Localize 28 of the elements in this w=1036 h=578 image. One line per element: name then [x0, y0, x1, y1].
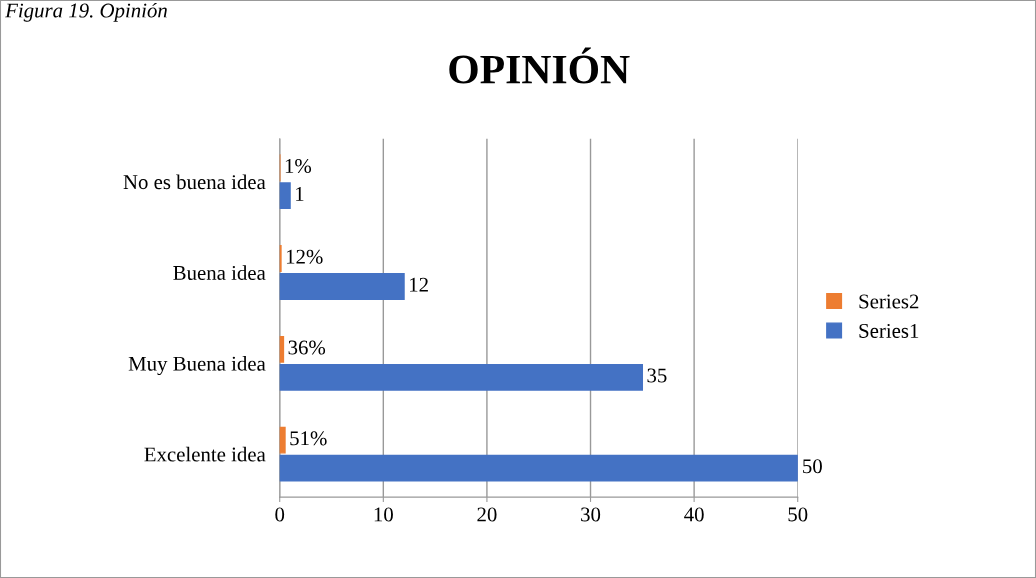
- data-label: 35: [647, 368, 667, 383]
- x-tick-label: 40: [684, 507, 704, 522]
- y-tick-label: Muy Buena idea: [128, 356, 266, 376]
- chart-title: OPINIÓN: [449, 47, 630, 84]
- data-label: 1: [296, 186, 304, 201]
- x-tick-label: 10: [374, 507, 393, 522]
- text: Figura 19. Opinión: [5, 2, 167, 22]
- data-label: 50: [803, 459, 822, 474]
- data-label: 36%: [288, 340, 326, 355]
- data-label: 12: [410, 277, 428, 292]
- bar: [279, 426, 286, 454]
- bar: [279, 182, 291, 210]
- bar: [279, 335, 285, 363]
- x-tick-label: 30: [581, 507, 601, 522]
- legend-label: Series2: [859, 294, 919, 309]
- bar: [279, 363, 644, 391]
- legend-label: Series1: [859, 323, 919, 338]
- x-tick-label: 20: [477, 507, 497, 522]
- data-label: 12%: [286, 249, 323, 264]
- y-tick-label: No es buena idea: [123, 174, 266, 190]
- bar: [279, 454, 798, 482]
- data-label: 51%: [290, 431, 327, 446]
- data-label: 1%: [285, 158, 312, 173]
- y-tick-label: Excelente idea: [144, 446, 266, 462]
- x-tick-label: 0: [275, 507, 285, 522]
- bar: [279, 273, 405, 300]
- y-tick-label: Buena idea: [173, 265, 266, 280]
- x-tick-label: 50: [788, 507, 808, 522]
